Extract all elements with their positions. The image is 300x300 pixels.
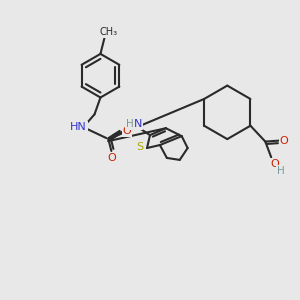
Text: H: H (126, 119, 134, 129)
Text: O: O (123, 126, 132, 136)
Text: O: O (107, 153, 116, 163)
Text: O: O (280, 136, 289, 146)
Text: N: N (134, 119, 142, 129)
Text: S: S (136, 142, 144, 152)
Text: O: O (271, 159, 280, 170)
Text: H: H (277, 166, 285, 176)
Text: HN: HN (70, 122, 87, 132)
Text: CH₃: CH₃ (99, 27, 118, 37)
